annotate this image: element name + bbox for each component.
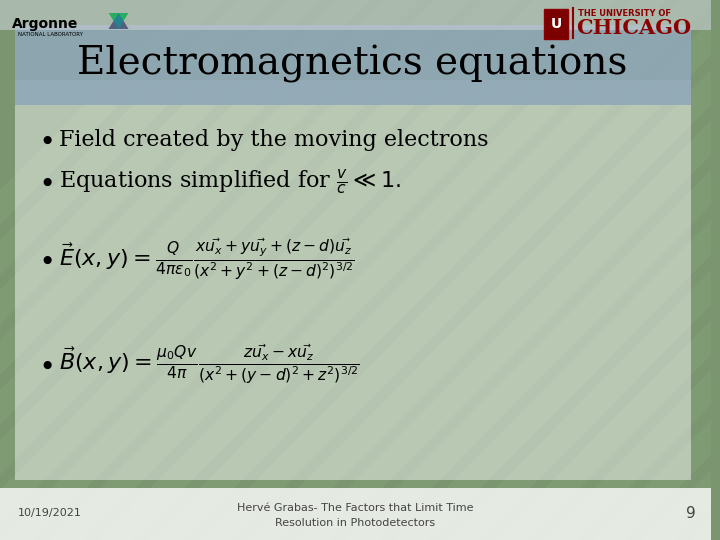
Polygon shape (444, 0, 720, 540)
Polygon shape (148, 0, 716, 540)
Polygon shape (109, 13, 128, 29)
FancyBboxPatch shape (15, 80, 691, 480)
Text: $\bullet$: $\bullet$ (37, 351, 52, 379)
Polygon shape (197, 0, 720, 540)
Polygon shape (395, 0, 720, 540)
Polygon shape (0, 0, 321, 540)
Text: Field created by the moving electrons: Field created by the moving electrons (59, 129, 489, 151)
Text: $\bullet$: $\bullet$ (37, 168, 52, 196)
Text: NATIONAL LABORATORY: NATIONAL LABORATORY (18, 31, 83, 37)
FancyBboxPatch shape (544, 9, 568, 39)
Text: $\bullet$: $\bullet$ (37, 246, 52, 274)
Polygon shape (593, 0, 720, 540)
Text: $\vec{E}(x,y) = \frac{Q}{4\pi\varepsilon_0}\frac{x\vec{u_x}+y\vec{u_y}+(z-d)\vec: $\vec{E}(x,y) = \frac{Q}{4\pi\varepsilon… (59, 237, 355, 283)
FancyBboxPatch shape (15, 25, 691, 105)
Polygon shape (99, 0, 667, 540)
Text: $\vec{B}(x,y) = \frac{\mu_0 Qv}{4\pi}\frac{z\vec{u_x}-x\vec{u_z}}{(x^2+(y-d)^2+z: $\vec{B}(x,y) = \frac{\mu_0 Qv}{4\pi}\fr… (59, 343, 360, 387)
Polygon shape (0, 0, 271, 540)
Polygon shape (0, 0, 568, 540)
Polygon shape (543, 0, 720, 540)
Text: THE UNIVERSITY OF: THE UNIVERSITY OF (577, 10, 671, 18)
Polygon shape (109, 13, 128, 29)
Text: U: U (550, 17, 562, 31)
Text: CHICAGO: CHICAGO (576, 18, 691, 38)
Polygon shape (296, 0, 720, 540)
Polygon shape (346, 0, 720, 540)
Text: Electromagnetics equations: Electromagnetics equations (77, 45, 628, 83)
Text: 10/19/2021: 10/19/2021 (18, 508, 81, 518)
Polygon shape (494, 0, 720, 540)
Polygon shape (642, 0, 720, 540)
Polygon shape (0, 0, 469, 540)
Polygon shape (109, 13, 128, 29)
FancyBboxPatch shape (0, 488, 711, 540)
Polygon shape (0, 0, 518, 540)
Text: Equations simplified for $\frac{v}{c} \ll 1.$: Equations simplified for $\frac{v}{c} \l… (59, 167, 402, 197)
Polygon shape (0, 0, 420, 540)
Text: $\bullet$: $\bullet$ (37, 126, 52, 154)
Polygon shape (691, 0, 720, 540)
Polygon shape (0, 0, 222, 540)
Text: Resolution in Photodetectors: Resolution in Photodetectors (276, 518, 436, 528)
Text: 9: 9 (686, 505, 696, 521)
Polygon shape (50, 0, 617, 540)
Text: Argonne: Argonne (12, 17, 78, 31)
Polygon shape (0, 0, 370, 540)
Polygon shape (247, 0, 720, 540)
Text: Hervé Grabas- The Factors that Limit Time: Hervé Grabas- The Factors that Limit Tim… (238, 503, 474, 513)
FancyBboxPatch shape (0, 0, 711, 30)
